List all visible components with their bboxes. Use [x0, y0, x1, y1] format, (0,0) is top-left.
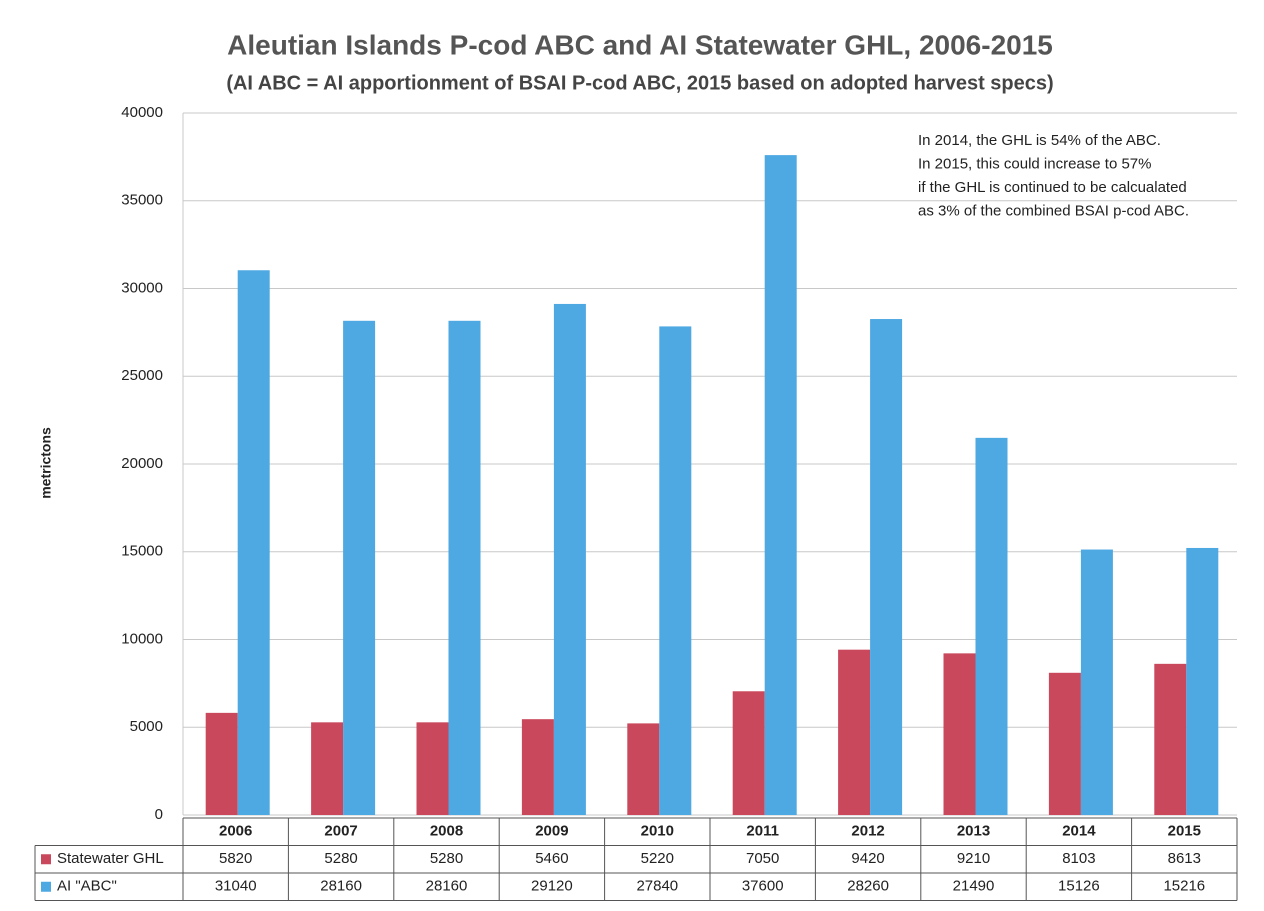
y-tick-label: 25000	[121, 367, 163, 384]
table-cell: 28160	[426, 878, 468, 895]
bar	[732, 691, 765, 815]
table-cell: 8103	[1062, 850, 1095, 867]
table-cell: 8613	[1168, 850, 1201, 867]
legend-label: Statewater GHL	[57, 850, 164, 867]
bar	[205, 712, 238, 815]
legend-swatch	[41, 854, 51, 865]
bar	[870, 319, 903, 815]
bar	[448, 320, 481, 815]
y-tick-label: 40000	[121, 104, 163, 121]
table-cell: 15126	[1058, 878, 1100, 895]
chart-subtitle: (AI ABC = AI apportionment of BSAI P-cod…	[226, 72, 1053, 94]
annotation: In 2015, this could increase to 57%	[918, 155, 1151, 172]
y-tick-label: 10000	[121, 630, 163, 647]
bar	[659, 326, 692, 815]
legend-swatch	[41, 881, 51, 892]
table-cell: 15216	[1163, 878, 1205, 895]
table-cell: 29120	[531, 878, 573, 895]
table-cell: 28160	[320, 878, 362, 895]
y-tick-label: 20000	[121, 455, 163, 472]
annotation: if the GHL is continued to be calcualate…	[918, 179, 1187, 196]
table-cell: 9210	[957, 850, 990, 867]
y-axis-label: metrictons	[38, 427, 54, 499]
chart-title: Aleutian Islands P-cod ABC and AI Statew…	[227, 29, 1053, 60]
annotation: as 3% of the combined BSAI p-cod ABC.	[918, 202, 1189, 219]
table-cell: 5820	[219, 850, 252, 867]
x-tick-label: 2015	[1168, 823, 1201, 840]
table-cell: 5220	[641, 850, 674, 867]
x-tick-label: 2014	[1062, 823, 1096, 840]
y-tick-label: 0	[155, 806, 163, 823]
table-cell: 5280	[430, 850, 463, 867]
table-cell: 31040	[215, 878, 257, 895]
table-cell: 5280	[324, 850, 357, 867]
x-tick-label: 2007	[324, 823, 357, 840]
bar	[975, 437, 1008, 815]
bar	[237, 270, 270, 815]
legend-label: AI "ABC"	[57, 878, 117, 895]
x-tick-label: 2012	[851, 823, 884, 840]
bar	[311, 722, 344, 815]
annotation: In 2014, the GHL is 54% of the ABC.	[918, 132, 1161, 149]
bar	[764, 155, 797, 815]
bar	[1080, 549, 1113, 815]
x-tick-label: 2006	[219, 823, 252, 840]
table-cell: 5460	[535, 850, 568, 867]
bar	[553, 303, 586, 815]
y-tick-label: 15000	[121, 543, 163, 560]
table-cell: 37600	[742, 878, 784, 895]
bar	[416, 722, 449, 815]
bar	[1186, 547, 1219, 815]
table-cell: 7050	[746, 850, 779, 867]
bar	[521, 719, 554, 815]
bar	[943, 653, 976, 815]
bar	[838, 649, 871, 815]
table-cell: 27840	[636, 878, 678, 895]
x-tick-label: 2010	[641, 823, 674, 840]
x-tick-label: 2013	[957, 823, 990, 840]
table-cell: 28260	[847, 878, 889, 895]
x-tick-label: 2011	[746, 823, 779, 840]
bar	[343, 320, 376, 815]
bar	[627, 723, 660, 815]
x-tick-label: 2008	[430, 823, 463, 840]
bar	[1048, 672, 1081, 815]
bar	[1154, 663, 1187, 815]
y-tick-label: 35000	[121, 192, 163, 209]
table-cell: 9420	[851, 850, 884, 867]
table-cell: 21490	[953, 878, 995, 895]
x-tick-label: 2009	[535, 823, 568, 840]
y-tick-label: 30000	[121, 279, 163, 296]
y-tick-label: 5000	[130, 718, 163, 735]
